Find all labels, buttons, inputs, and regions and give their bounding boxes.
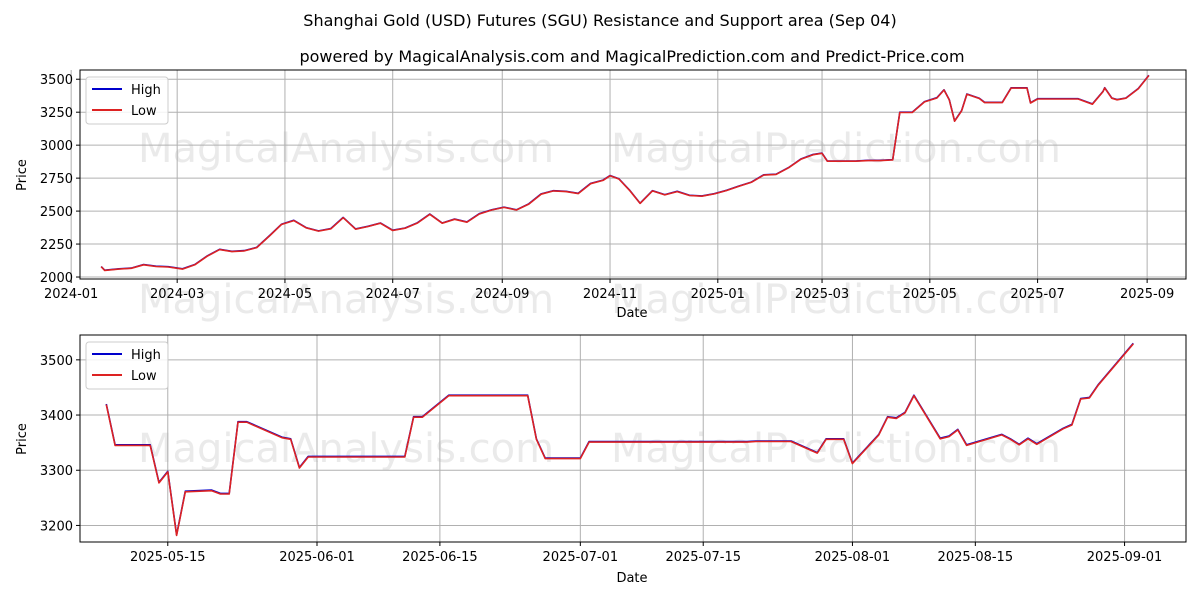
series-line-low-bottom [105, 343, 1134, 537]
x-tick-label: 2025-05-15 [130, 550, 206, 565]
plot-frame-top [79, 69, 1187, 280]
watermark-prediction-bottom: MagicalPrediction.com [611, 426, 1061, 472]
x-tick-label: 2024-01 [44, 287, 98, 302]
y-axis-bottom: 3200 3300 3400 3500 [40, 354, 80, 534]
y-tick-label: 3400 [40, 409, 73, 424]
y-tick-label: 2250 [40, 238, 73, 253]
series-lines-top [100, 74, 1150, 272]
legend-bottom: High Low [85, 341, 169, 390]
x-axis-label-bottom: Date [616, 571, 647, 586]
x-tick-label: 2025-06-15 [402, 550, 478, 565]
watermarks-bottom: MagicalAnalysis.com MagicalPrediction.co… [138, 426, 1061, 472]
panel-top: MagicalAnalysis.com MagicalPrediction.co… [15, 69, 1187, 323]
y-tick-label: 3200 [40, 519, 73, 534]
series-line-low-top [100, 74, 1150, 272]
watermark-analysis-lower: MagicalAnalysis.com [138, 277, 554, 323]
watermark-prediction-lower: MagicalPrediction.com [611, 277, 1061, 323]
x-tick-label: 2025-07 [1010, 287, 1064, 302]
x-tick-label: 2024-05 [258, 287, 312, 302]
x-tick-label: 2024-11 [583, 287, 637, 302]
y-tick-label: 2750 [40, 172, 73, 187]
x-tick-label: 2025-09 [1120, 287, 1174, 302]
y-axis-top: 2000 2250 2500 2750 3000 3250 3500 [40, 73, 80, 286]
grid-bottom [80, 335, 1186, 542]
legend-label-high-bottom: High [131, 348, 161, 363]
x-tick-label: 2025-09-01 [1087, 550, 1163, 565]
x-tick-label: 2024-07 [366, 287, 420, 302]
y-tick-label: 3500 [40, 354, 73, 369]
x-tick-label: 2024-09 [475, 287, 529, 302]
panel-bottom: MagicalAnalysis.com MagicalPrediction.co… [15, 334, 1187, 586]
plot-frame-bottom [79, 334, 1187, 543]
legend-label-low: Low [131, 104, 157, 119]
x-tick-label: 2025-08-15 [938, 550, 1014, 565]
watermark-prediction: MagicalPrediction.com [611, 126, 1061, 172]
y-tick-label: 2000 [40, 271, 73, 286]
x-axis-label-top: Date [616, 306, 647, 321]
watermark-analysis: MagicalAnalysis.com [138, 126, 554, 172]
series-lines-bottom [105, 342, 1134, 537]
x-tick-label: 2025-05 [903, 287, 957, 302]
watermarks-top: MagicalAnalysis.com MagicalPrediction.co… [138, 126, 1061, 323]
y-tick-label: 2500 [40, 205, 73, 220]
x-axis-bottom: 2025-05-15 2025-06-01 2025-06-15 2025-07-01… [130, 542, 1162, 565]
y-tick-label: 3300 [40, 464, 73, 479]
chart-title: Shanghai Gold (USD) Futures (SGU) Resist… [303, 11, 896, 30]
x-tick-label: 2025-08-01 [815, 550, 891, 565]
x-tick-label: 2025-03 [795, 287, 849, 302]
grid-top [70, 70, 1186, 279]
x-tick-label: 2025-07-01 [543, 550, 619, 565]
x-tick-label: 2025-06-01 [279, 550, 355, 565]
x-tick-label: 2025-07-15 [665, 550, 741, 565]
y-axis-label-top: Price [15, 159, 30, 191]
x-tick-label: 2025-01 [691, 287, 745, 302]
y-tick-label: 3250 [40, 106, 73, 121]
legend-label-high: High [131, 83, 161, 98]
y-tick-label: 3000 [40, 139, 73, 154]
legend-top: High Low [85, 76, 169, 125]
y-tick-label: 3500 [40, 73, 73, 88]
chart-subtitle: powered by MagicalAnalysis.com and Magic… [299, 47, 964, 66]
series-line-high-top [100, 74, 1150, 271]
x-axis-top: 2024-01 2024-03 2024-05 2024-07 2024-09 2024-… [44, 279, 1174, 302]
watermark-analysis-bottom: MagicalAnalysis.com [138, 426, 554, 472]
y-axis-label-bottom: Price [15, 423, 30, 455]
legend-label-low-bottom: Low [131, 369, 157, 384]
x-tick-label: 2024-03 [150, 287, 204, 302]
